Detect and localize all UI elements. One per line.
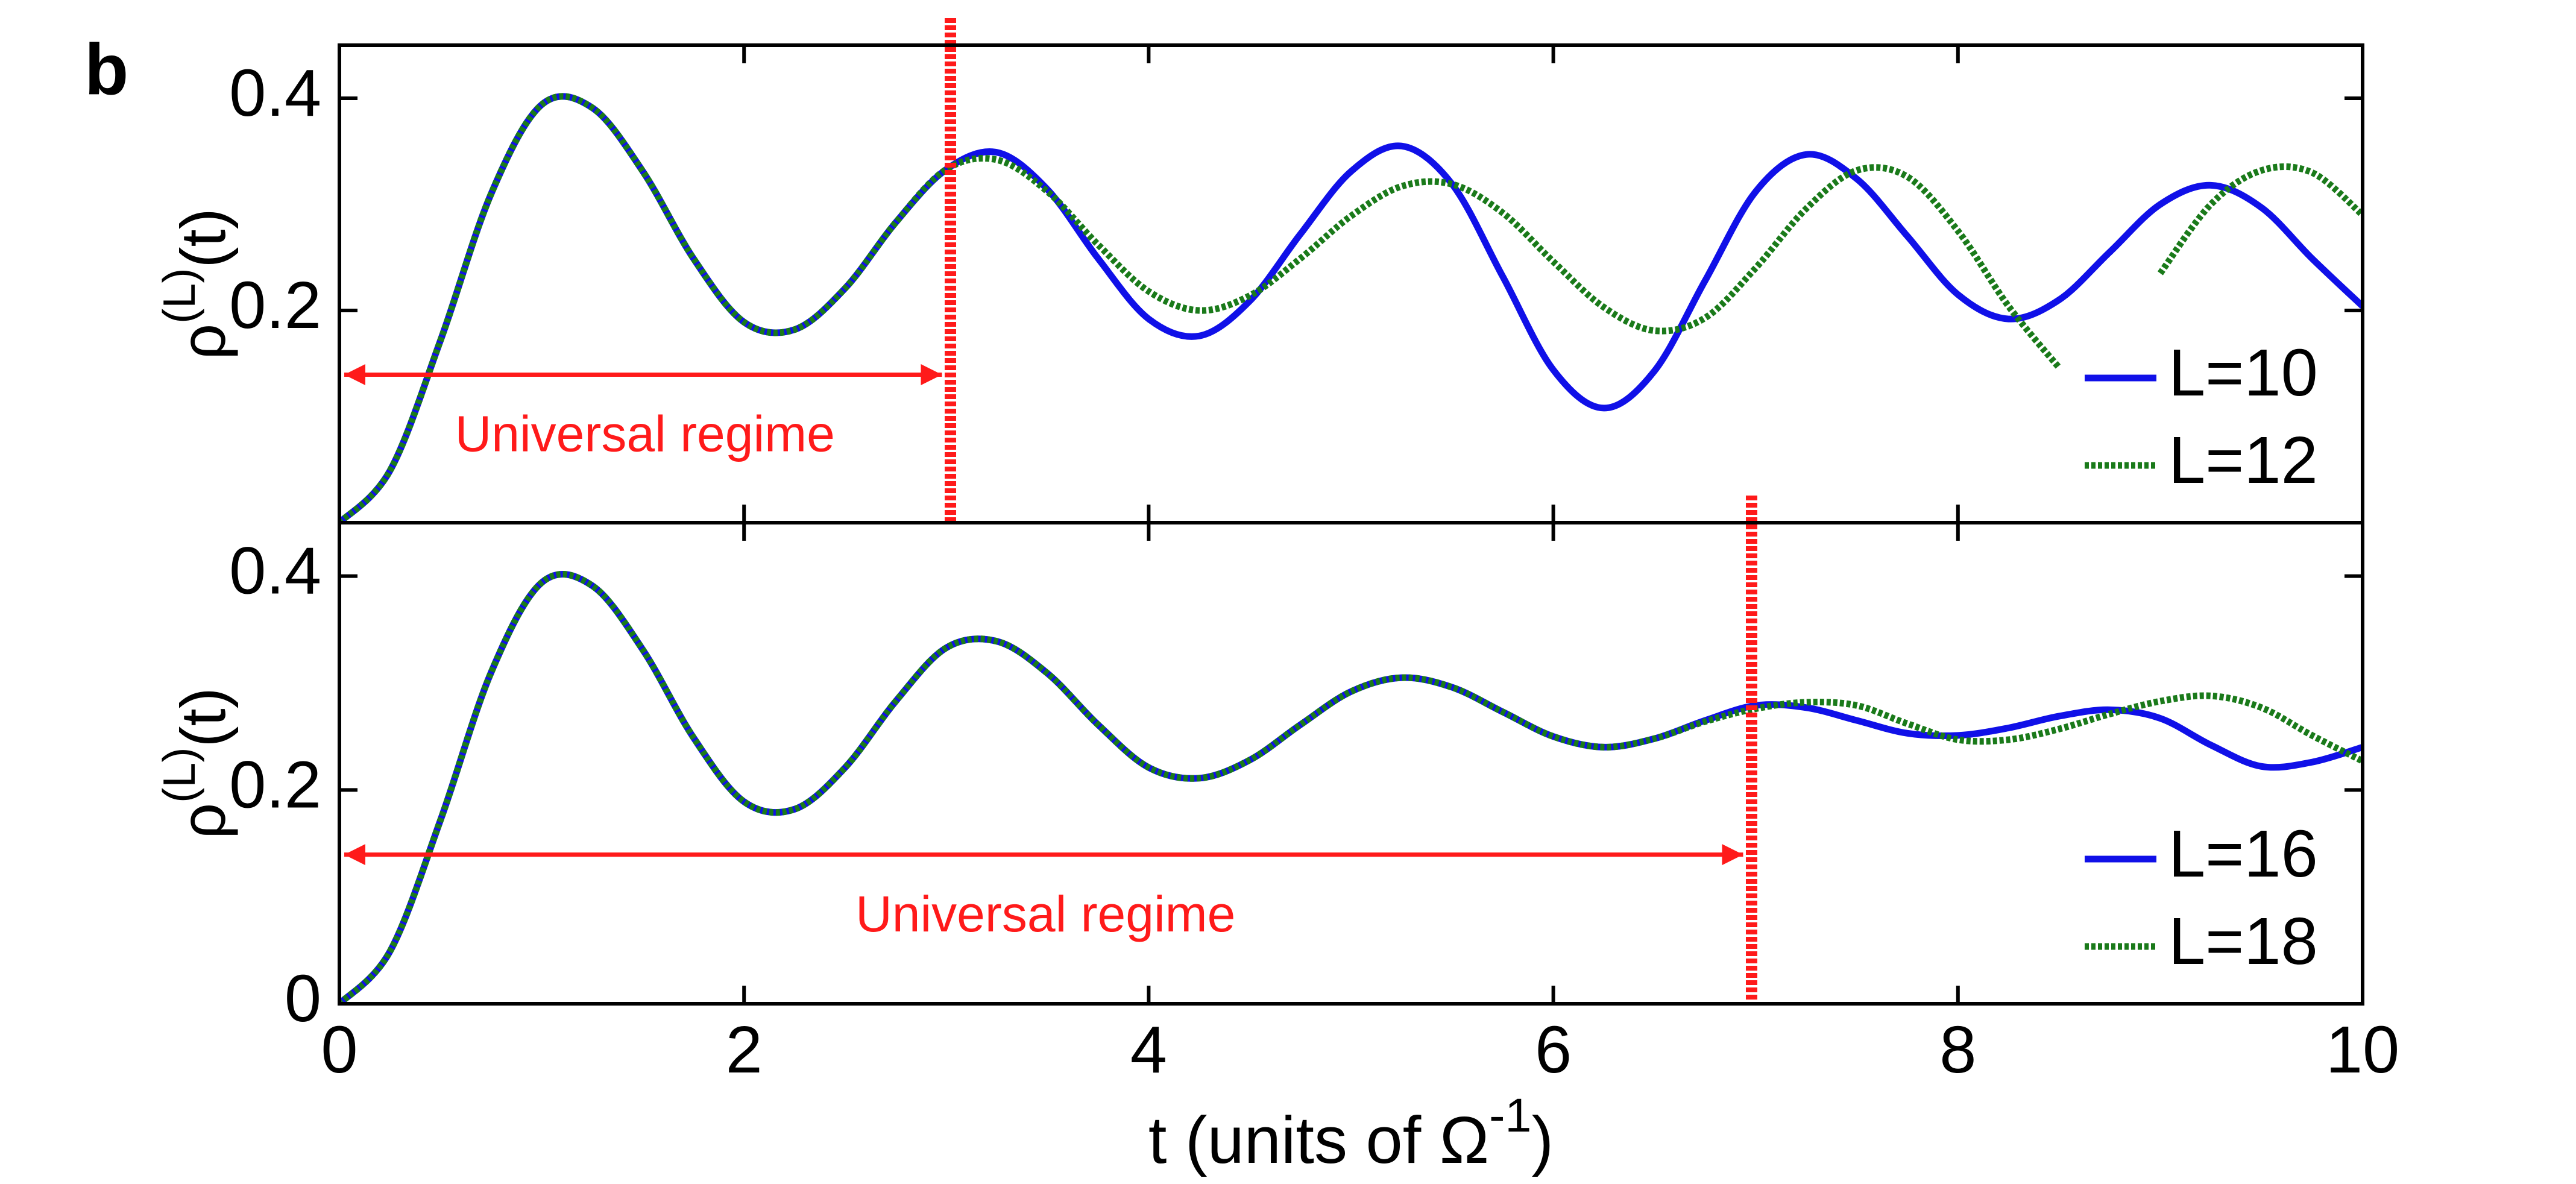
y-tick-label: 0.4 bbox=[229, 534, 321, 608]
series-line bbox=[339, 571, 2363, 1004]
label-sup: (L) bbox=[154, 747, 205, 802]
legend-label: L=12 bbox=[2168, 423, 2318, 497]
axis-label: t (units of Ω-1) bbox=[1148, 1088, 1554, 1177]
plot-frame bbox=[338, 521, 2364, 1006]
label-sup: -1 bbox=[1489, 1088, 1531, 1142]
label-tail: (t) bbox=[168, 687, 239, 747]
annotation-text: Universal regime bbox=[855, 886, 1235, 942]
label-sup: (L) bbox=[154, 268, 205, 323]
panel: 0 0.2 0.4 0 2 4 6 8 10 Universal regime L=16 L=18 bbox=[229, 496, 2399, 1087]
panel: 0.2 0.4 Universal regime L=10 L=12 bbox=[229, 18, 2364, 524]
axis-label: ρ(L)(t) bbox=[154, 208, 239, 359]
y-tick-label: 0.2 bbox=[229, 268, 321, 342]
x-tick-label: 10 bbox=[2326, 1013, 2399, 1087]
label-tail: ) bbox=[1531, 1103, 1554, 1177]
x-tick-label: 6 bbox=[1535, 1013, 1572, 1087]
panel-label: b bbox=[84, 30, 128, 110]
x-tick-label: 2 bbox=[726, 1013, 763, 1087]
x-tick-label: 4 bbox=[1130, 1013, 1167, 1087]
label-base: t (units of Ω bbox=[1148, 1103, 1489, 1177]
legend-label: L=18 bbox=[2168, 904, 2318, 978]
axis-label: ρ(L)(t) bbox=[154, 687, 239, 839]
y-tick-label: 0.2 bbox=[229, 748, 321, 822]
label-base: ρ bbox=[168, 803, 239, 839]
series-line bbox=[339, 571, 2363, 1004]
y-tick-label: 0.4 bbox=[229, 56, 321, 130]
x-tick-label: 8 bbox=[1939, 1013, 1976, 1087]
legend-label: L=16 bbox=[2168, 817, 2318, 891]
x-tick-label: 0 bbox=[321, 1013, 357, 1087]
series-line bbox=[339, 93, 2363, 523]
legend-label: L=10 bbox=[2168, 336, 2318, 410]
label-tail: (t) bbox=[168, 208, 239, 268]
y-tick-label: 0 bbox=[285, 962, 321, 1036]
label-base: ρ bbox=[168, 324, 239, 360]
annotation-text: Universal regime bbox=[455, 406, 835, 462]
